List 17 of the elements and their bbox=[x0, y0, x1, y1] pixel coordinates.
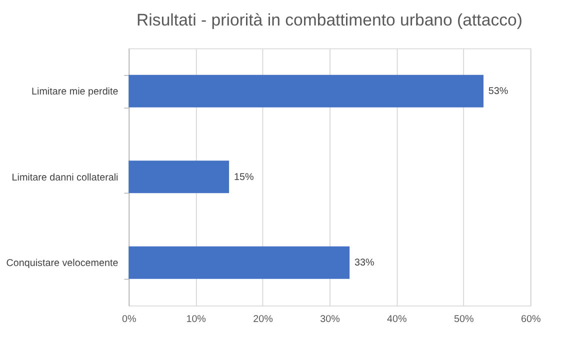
y-tick-label: Conquistare velocemente bbox=[6, 258, 119, 270]
data-label: 53% bbox=[488, 86, 508, 98]
x-tick-label: 60% bbox=[520, 314, 541, 325]
chart-title: Risultati - priorità in combattimento urbano (attacco) bbox=[136, 10, 522, 30]
x-tick-label: 30% bbox=[320, 314, 340, 325]
y-tick-label: Limitare danni collaterali bbox=[12, 172, 118, 184]
bar bbox=[128, 74, 484, 108]
data-label: 33% bbox=[354, 258, 375, 269]
x-tick-label: 10% bbox=[186, 314, 206, 325]
data-label: 15% bbox=[234, 172, 254, 183]
y-tick-label: Limitare mie perdite bbox=[32, 86, 119, 98]
x-tick-label: 50% bbox=[454, 314, 474, 325]
x-tick-label: 0% bbox=[122, 314, 136, 325]
bar bbox=[128, 160, 230, 194]
x-tick-label: 20% bbox=[253, 314, 274, 325]
bar bbox=[128, 246, 350, 279]
x-tick-label: 40% bbox=[387, 314, 408, 325]
